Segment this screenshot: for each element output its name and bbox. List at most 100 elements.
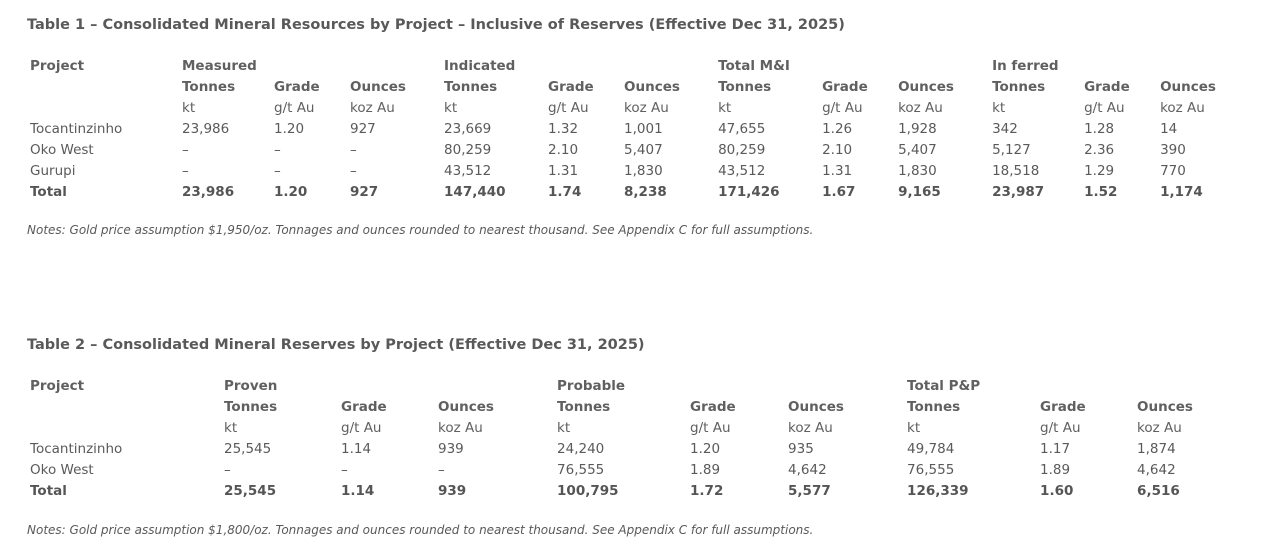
table-cell: 25,545 [224, 441, 272, 457]
table-cell: 5,127 [992, 142, 1031, 158]
total-cell: 126,339 [907, 483, 969, 499]
total-cell: 1.14 [341, 483, 375, 499]
project-name: Oko West [30, 142, 94, 158]
total-cell: 1.60 [1040, 483, 1074, 499]
table-cell: 14 [1160, 121, 1178, 137]
column-header-ounces: Ounces [624, 79, 680, 95]
total-cell: 8,238 [624, 184, 667, 200]
table-cell: 927 [350, 121, 376, 137]
table-cell: 1,001 [624, 121, 663, 137]
table1-footnote: Notes: Gold price assumption $1,950/oz. … [27, 223, 814, 237]
unit-label: g/t Au [690, 420, 731, 436]
table-cell: 939 [438, 441, 464, 457]
column-header-tonnes: Tonnes [907, 399, 961, 415]
table-cell: 76,555 [557, 462, 605, 478]
unit-label: g/t Au [1040, 420, 1081, 436]
table-cell: 1.31 [548, 163, 579, 179]
table-cell: 47,655 [718, 121, 766, 137]
unit-label: kt [718, 100, 732, 116]
column-header-ounces: Ounces [1137, 399, 1193, 415]
unit-label: g/t Au [1084, 100, 1125, 116]
table-cell: 49,784 [907, 441, 955, 457]
table-cell: – [182, 142, 189, 158]
total-cell: 147,440 [444, 184, 506, 200]
table-cell: 1.31 [822, 163, 853, 179]
table-cell: 2.10 [822, 142, 853, 158]
unit-label: kt [907, 420, 921, 436]
total-cell: 939 [438, 483, 467, 499]
table2-column-header-row: Tonnes Grade Ounces Tonnes Grade Ounces … [23, 397, 1233, 418]
table-cell: 1,874 [1137, 441, 1176, 457]
table-cell: 80,259 [718, 142, 766, 158]
group-header-probable: Probable [557, 378, 626, 394]
table-cell: 18,518 [992, 163, 1040, 179]
unit-label: koz Au [898, 100, 943, 116]
table-cell: 2.10 [548, 142, 579, 158]
table-cell: 342 [992, 121, 1018, 137]
group-header-proven: Proven [224, 378, 278, 394]
column-header-grade: Grade [341, 399, 387, 415]
table1-total-row: Total 23,986 1.20 927 147,440 1.74 8,238… [23, 182, 1233, 203]
table-cell: 1.14 [341, 441, 372, 457]
table-row: Oko West – – – 80,259 2.10 5,407 80,259 … [23, 140, 1233, 161]
table-cell: 390 [1160, 142, 1186, 158]
column-header-grade: Grade [822, 79, 868, 95]
project-name: Oko West [30, 462, 94, 478]
unit-label: kt [224, 420, 238, 436]
table-cell: 1,830 [898, 163, 937, 179]
group-header-inferred: In ferred [992, 58, 1059, 74]
unit-label: kt [557, 420, 571, 436]
unit-label: koz Au [1137, 420, 1182, 436]
table2-group-header-row: Project Proven Probable Total P&P [23, 376, 1233, 397]
column-header-tonnes: Tonnes [444, 79, 498, 95]
table-cell: 1.32 [548, 121, 579, 137]
table-cell: – [341, 462, 348, 478]
total-cell: 1.52 [1084, 184, 1118, 200]
unit-label: g/t Au [274, 100, 315, 116]
table-cell: – [350, 163, 357, 179]
resources-table: Project Measured Indicated Total M&I In … [23, 56, 1233, 203]
column-header-grade: Grade [690, 399, 736, 415]
table-cell: – [224, 462, 231, 478]
unit-label: kt [992, 100, 1006, 116]
column-header-grade: Grade [274, 79, 320, 95]
column-header-grade: Grade [548, 79, 594, 95]
unit-label: g/t Au [822, 100, 863, 116]
table-cell: 5,407 [898, 142, 937, 158]
table-cell: 1.89 [690, 462, 721, 478]
table1-title: Table 1 – Consolidated Mineral Resources… [27, 17, 845, 33]
table2-total-row: Total 25,545 1.14 939 100,795 1.72 5,577… [23, 481, 1233, 502]
table-cell: – [438, 462, 445, 478]
column-header-grade: Grade [1084, 79, 1130, 95]
unit-label: koz Au [788, 420, 833, 436]
table-cell: 1.20 [690, 441, 721, 457]
table-cell: – [182, 163, 189, 179]
table2-title: Table 2 – Consolidated Mineral Reserves … [27, 337, 645, 353]
table-row: Oko West – – – 76,555 1.89 4,642 76,555 … [23, 460, 1233, 481]
column-header-tonnes: Tonnes [182, 79, 236, 95]
total-cell: 1.74 [548, 184, 582, 200]
project-column-header: Project [30, 378, 85, 394]
table2-units-row: kt g/t Au koz Au kt g/t Au koz Au kt g/t… [23, 418, 1233, 439]
project-column-header: Project [30, 58, 85, 74]
total-cell: 23,986 [182, 184, 235, 200]
total-label: Total [30, 184, 67, 200]
column-header-ounces: Ounces [438, 399, 494, 415]
group-header-total-mi: Total M&I [718, 58, 790, 74]
project-name: Gurupi [30, 163, 76, 179]
table-cell: – [274, 142, 281, 158]
table-cell: 1,928 [898, 121, 937, 137]
column-header-ounces: Ounces [350, 79, 406, 95]
unit-label: g/t Au [341, 420, 382, 436]
table-cell: 76,555 [907, 462, 955, 478]
table-row: Tocantinzinho 23,986 1.20 927 23,669 1.3… [23, 119, 1233, 140]
total-cell: 6,516 [1137, 483, 1180, 499]
table-cell: 5,407 [624, 142, 663, 158]
table-cell: 1,830 [624, 163, 663, 179]
table1-column-header-row: Tonnes Grade Ounces Tonnes Grade Ounces … [23, 77, 1233, 98]
unit-label: koz Au [438, 420, 483, 436]
group-header-measured: Measured [182, 58, 257, 74]
column-header-tonnes: Tonnes [992, 79, 1046, 95]
table-cell: 2.36 [1084, 142, 1115, 158]
table-cell: 80,259 [444, 142, 492, 158]
